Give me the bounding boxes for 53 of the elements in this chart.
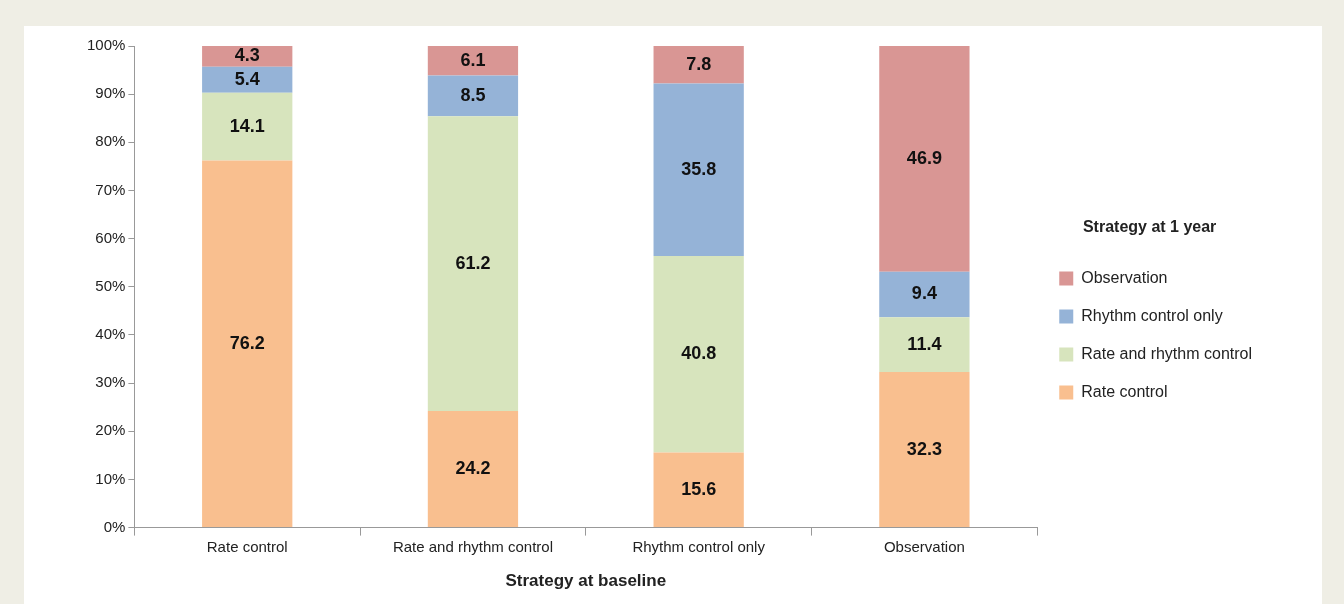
data-label: 46.9	[906, 147, 942, 168]
x-tick-label: Rate and rhythm control	[392, 537, 553, 555]
data-label: 5.4	[234, 68, 260, 89]
y-tick-label: 50%	[95, 276, 126, 294]
bar	[427, 116, 519, 412]
y-tick-label: 10%	[95, 469, 126, 487]
legend-label: Observation	[1081, 269, 1168, 287]
legend-label: Rhythm control only	[1081, 307, 1223, 325]
y-tick-label: 40%	[95, 325, 126, 343]
data-label: 35.8	[681, 158, 717, 179]
data-label: 14.1	[229, 115, 265, 136]
y-tick-label: 100%	[86, 36, 126, 54]
y-tick-label: 90%	[95, 84, 126, 102]
x-tick-label: Rate control	[206, 537, 288, 555]
bar	[879, 372, 970, 528]
y-tick-label: 30%	[95, 373, 126, 391]
legend-label: Rate control	[1081, 383, 1168, 401]
data-label: 24.2	[455, 458, 491, 479]
data-label: 32.3	[906, 438, 942, 459]
y-tick-label: 0%	[103, 517, 126, 535]
data-label: 11.4	[907, 333, 942, 354]
bar	[202, 160, 293, 528]
x-axis-title: Strategy at baseline	[505, 571, 667, 591]
data-label: 8.5	[460, 84, 486, 105]
bar	[202, 92, 293, 161]
data-label: 40.8	[681, 343, 717, 364]
bar	[879, 271, 970, 318]
y-tick-label: 20%	[95, 421, 126, 439]
data-label: 7.8	[686, 53, 712, 74]
data-label: 4.3	[234, 45, 260, 66]
data-label: 61.2	[455, 252, 491, 273]
bar	[879, 317, 970, 373]
y-tick-label: 60%	[95, 228, 126, 246]
bar	[427, 411, 519, 528]
bar	[202, 66, 293, 93]
bar	[427, 46, 519, 76]
bar	[202, 46, 293, 67]
data-label: 76.2	[229, 332, 265, 353]
bar	[653, 83, 744, 256]
x-tick-label: Rhythm control only	[632, 537, 766, 555]
data-label: 6.1	[460, 49, 486, 70]
data-label: 15.6	[681, 478, 717, 499]
bar	[653, 452, 744, 528]
y-tick-label: 80%	[95, 132, 126, 150]
bar	[653, 46, 744, 84]
legend-title: Strategy at 1 year	[1082, 217, 1217, 235]
x-tick-label: Observation	[883, 537, 965, 555]
bar	[653, 255, 744, 453]
data-label: 9.4	[911, 283, 937, 304]
bar	[879, 46, 970, 272]
y-tick-label: 70%	[95, 180, 126, 198]
bar	[427, 75, 519, 117]
legend-label: Rate and rhythm control	[1081, 345, 1252, 363]
